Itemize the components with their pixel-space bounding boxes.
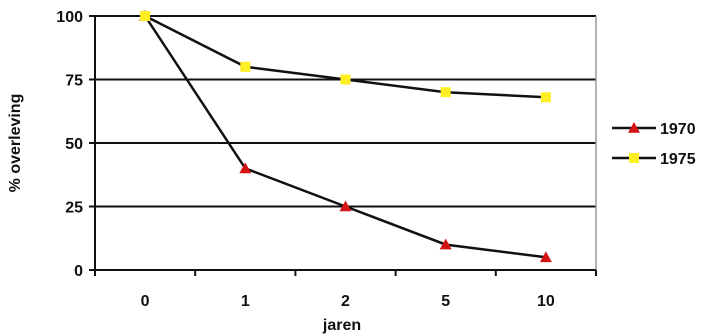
- data-point-1970-5: [439, 238, 452, 250]
- series-line-1970: [144, 15, 547, 259]
- data-point-1975-10: [540, 92, 551, 103]
- series-lines: [139, 10, 552, 263]
- data-point-1970-2: [339, 200, 352, 212]
- y-tick-label-75: 75: [65, 73, 83, 90]
- y-tick-labels: 0 25 50 75 100: [56, 9, 83, 280]
- x-tick-label-0: 0: [141, 293, 150, 310]
- legend-label-1975: 1975: [660, 151, 696, 168]
- y-tick-label-25: 25: [65, 200, 83, 217]
- series-1970: [139, 10, 552, 263]
- x-axis-label: jaren: [322, 317, 361, 334]
- data-point-1975-5: [440, 87, 451, 98]
- y-tick-label-0: 0: [74, 263, 83, 280]
- legend-marker-1970: [628, 122, 640, 133]
- data-point-1970-10: [539, 251, 552, 263]
- y-axis-label: % overleving: [7, 94, 24, 193]
- data-point-1975-1: [240, 61, 251, 72]
- legend: 1970 1975: [612, 121, 696, 168]
- series-1975: [140, 11, 551, 103]
- series-line-1975: [144, 14, 546, 99]
- legend-item-1975: 1975: [612, 151, 696, 168]
- y-tick-label-100: 100: [56, 9, 83, 26]
- y-tick-label-50: 50: [65, 136, 83, 153]
- legend-item-1970: 1970: [612, 121, 696, 138]
- data-point-1970-1: [239, 162, 252, 174]
- x-tick-label-10: 10: [537, 293, 555, 310]
- x-tick-label-1: 1: [241, 293, 250, 310]
- legend-marker-1975: [629, 153, 639, 163]
- data-point-1975-0: [140, 11, 151, 21]
- data-point-1975-2: [340, 74, 351, 85]
- axes: [89, 15, 597, 276]
- gridlines: [95, 78, 596, 208]
- x-tick-label-5: 5: [441, 293, 450, 310]
- legend-label-1970: 1970: [660, 121, 696, 138]
- x-tick-label-2: 2: [341, 293, 350, 310]
- x-tick-labels: 0 1 2 5 10: [141, 293, 555, 310]
